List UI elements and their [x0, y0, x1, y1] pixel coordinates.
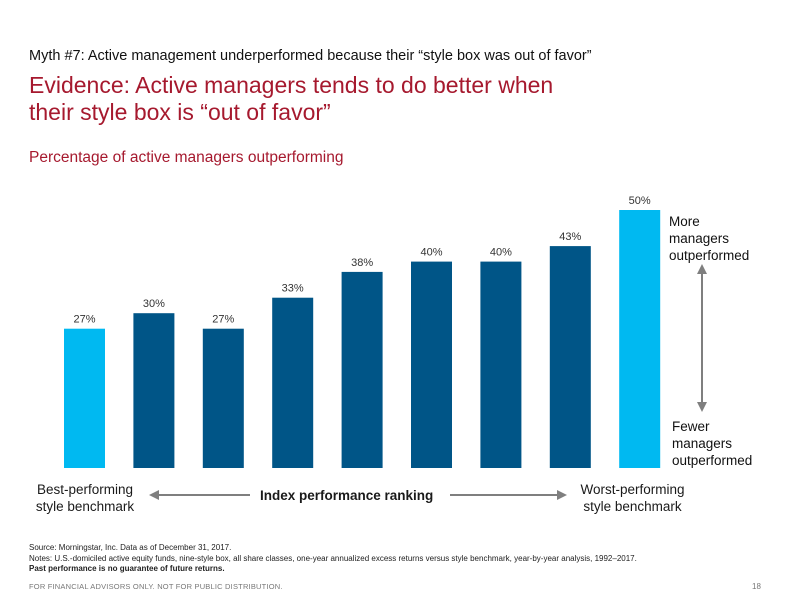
bar-1: [64, 328, 105, 468]
worst-performing-label: Worst-performing style benchmark: [575, 481, 690, 515]
vertical-arrow-head-down: [697, 402, 707, 412]
bar-3: [202, 328, 244, 468]
bar-9: [619, 210, 661, 468]
bar-4: [272, 297, 314, 468]
bar-value-label-2: 30%: [143, 298, 165, 310]
headline-line-1: Evidence: Active managers tends to do be…: [29, 72, 554, 98]
myth-statement: Myth #7: Active management underperforme…: [29, 48, 592, 64]
worst-label-line-2: style benchmark: [583, 499, 682, 514]
fewer-label-line-3: outperformed: [672, 453, 753, 468]
left-arrow-head: [149, 490, 159, 500]
bar-6: [411, 261, 452, 468]
bar-value-label-5: 38%: [351, 257, 373, 269]
bar-value-label-3: 27%: [212, 314, 234, 326]
best-label-line-2: style benchmark: [35, 499, 135, 514]
footer-disclaimer: FOR FINANCIAL ADVISORS ONLY. NOT FOR PUB…: [29, 582, 283, 591]
chart-subtitle: Percentage of active managers outperform…: [29, 149, 344, 166]
headline: Evidence: Active managers tends to do be…: [29, 72, 669, 126]
more-label-line-1: More: [669, 214, 700, 229]
more-label-line-3: outperformed: [669, 248, 750, 263]
bar-value-label-6: 40%: [420, 247, 442, 259]
right-arrow-head: [557, 490, 567, 500]
more-label-line-2: managers: [669, 231, 730, 246]
source-line: Source: Morningstar, Inc. Data as of Dec…: [29, 543, 232, 552]
notes-line: Notes: U.S.-domiciled active equity fund…: [29, 553, 637, 563]
bar-value-label-7: 40%: [490, 247, 512, 259]
worst-label-line-1: Worst-performing: [580, 482, 685, 497]
fewer-label-line-1: Fewer: [672, 419, 710, 434]
bar-5: [341, 271, 383, 468]
more-managers-label: More managers outperformed: [669, 213, 749, 264]
page-number: 18: [752, 582, 761, 591]
bar-8: [549, 246, 591, 468]
source-notes: Source: Morningstar, Inc. Data as of Dec…: [29, 543, 749, 575]
bar-value-label-4: 33%: [282, 283, 304, 295]
bar-2: [133, 313, 175, 468]
disclaimer-line: Past performance is no guarantee of futu…: [29, 564, 225, 573]
bar-7: [480, 261, 522, 468]
headline-line-2: their style box is “out of favor”: [29, 99, 331, 125]
bar-value-label-8: 43%: [559, 231, 581, 243]
best-performing-label: Best-performing style benchmark: [31, 481, 139, 515]
ranking-label: Index performance ranking: [260, 488, 434, 503]
bar-value-label-9: 50%: [629, 195, 651, 207]
fewer-label-line-2: managers: [672, 436, 733, 451]
vertical-arrow-head-up: [697, 264, 707, 274]
bar-value-label-1: 27%: [73, 314, 95, 326]
best-label-line-1: Best-performing: [36, 482, 134, 497]
fewer-managers-label: Fewer managers outperformed: [672, 418, 752, 469]
